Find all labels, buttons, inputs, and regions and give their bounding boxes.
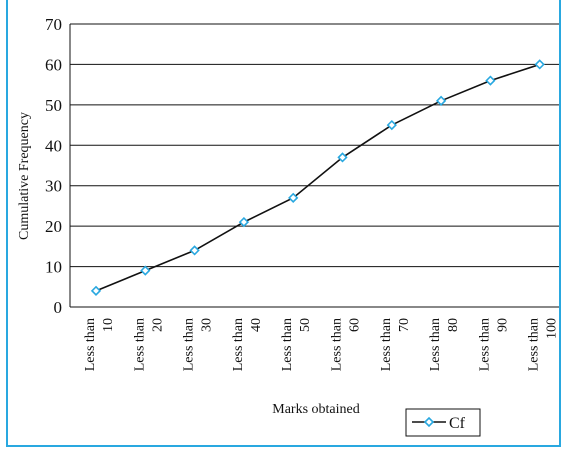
data-point-marker: [337, 152, 348, 163]
legend-marker: [423, 416, 435, 428]
data-point-marker: [90, 285, 102, 296]
legend-label: Cf: [449, 415, 466, 432]
y-tick-label: 10: [45, 258, 62, 277]
data-point-marker: [140, 265, 151, 276]
x-tick-line: Less than: [280, 318, 295, 371]
x-tick-line: Less than: [477, 318, 492, 371]
x-tick-line: 100: [545, 318, 560, 339]
x-tick-line: Less than: [527, 318, 542, 371]
data-point-marker: [189, 245, 200, 256]
x-tick-label: Less than 50: [280, 318, 313, 371]
x-tick-line: 80: [446, 318, 461, 332]
data-point-marker: [238, 216, 250, 228]
x-tick-line: 20: [150, 318, 165, 332]
y-axis-label: Cumulative Frequency: [17, 112, 32, 240]
y-tick-label: 40: [45, 136, 62, 155]
x-axis-label: Marks obtained: [272, 402, 359, 417]
x-tick-label: Less than 40: [231, 318, 264, 371]
x-tick-label: Less than 30: [182, 318, 215, 371]
y-tick-label: 60: [45, 55, 62, 74]
x-tick-line: 30: [200, 318, 215, 332]
x-tick-line: Less than: [182, 318, 197, 371]
x-tick-line: Less than: [428, 318, 443, 371]
y-tick-label: 20: [45, 217, 62, 236]
x-tick-label: Less than 20: [132, 318, 165, 371]
y-tick-label: 50: [45, 96, 62, 115]
x-tick-label: Less than 60: [330, 318, 363, 371]
x-tick-line: 60: [348, 318, 363, 332]
x-tick-line: Less than: [330, 318, 345, 371]
data-point-marker: [485, 75, 496, 86]
y-tick-labels: 0 10 20 30 40 50 60 70: [45, 15, 62, 317]
data-point-marker: [386, 119, 397, 131]
data-point-marker: [534, 59, 545, 70]
y-tick-label: 70: [45, 15, 62, 34]
y-tick-label: 0: [54, 298, 63, 317]
x-tick-label: Less than 10: [83, 318, 116, 371]
x-tick-line: Less than: [231, 318, 246, 371]
chart-frame: [6, 0, 561, 447]
x-tick-line: 40: [249, 318, 264, 332]
grid-layer: [69, 23, 559, 308]
x-tick-line: Less than: [379, 318, 394, 371]
series-line: [95, 63, 540, 292]
data-point-marker: [435, 95, 447, 106]
x-tick-line: 50: [298, 318, 313, 332]
series-layer: [90, 59, 545, 296]
x-tick-line: Less than: [83, 318, 98, 371]
data-point-marker: [288, 192, 299, 203]
x-tick-line: Less than: [132, 318, 147, 371]
x-tick-labels: Less than 10 Less than 20 Less than 30 Less th…: [83, 318, 560, 371]
y-tick-label: 30: [45, 177, 62, 196]
x-tick-label: Less than 70: [379, 318, 412, 371]
legend: Cf: [405, 408, 481, 437]
x-tick-line: 10: [101, 318, 116, 332]
x-tick-line: 90: [495, 318, 510, 332]
x-tick-label: Less than 90: [477, 318, 510, 371]
x-tick-label: Less than 100: [527, 318, 560, 371]
x-tick-line: 70: [397, 318, 412, 332]
x-tick-label: Less than 80: [428, 318, 461, 371]
